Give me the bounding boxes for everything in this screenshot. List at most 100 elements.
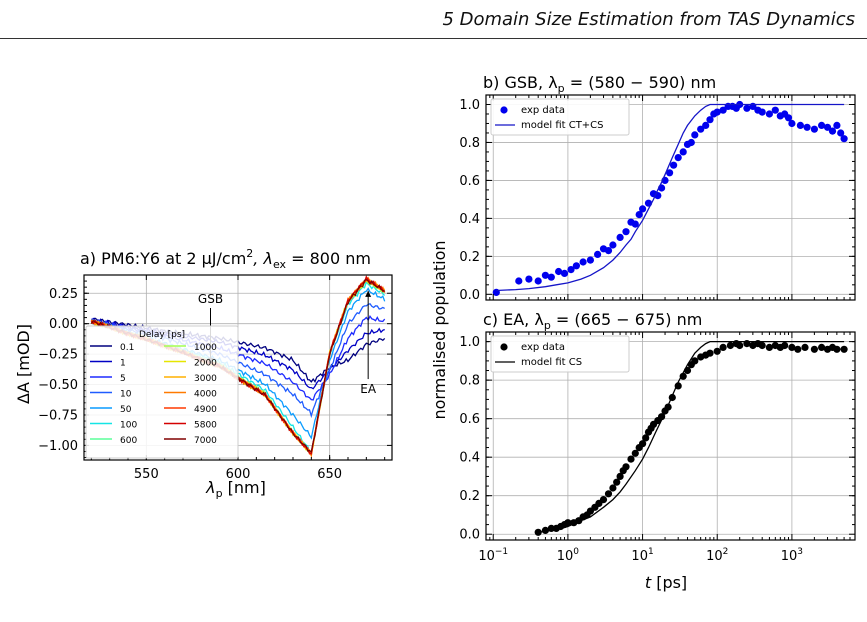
legend-label: exp data bbox=[521, 342, 565, 353]
y-tick-label: 0.2 bbox=[459, 489, 480, 504]
y-tick-label: 0.6 bbox=[459, 174, 480, 189]
x-tick-label: 101 bbox=[631, 547, 653, 564]
annotation-ea: EA bbox=[360, 382, 377, 396]
y-tick-label: 1.0 bbox=[459, 98, 480, 113]
data-point bbox=[579, 258, 587, 266]
y-tick-label: 1.0 bbox=[459, 335, 480, 350]
data-point bbox=[572, 262, 581, 270]
data-point bbox=[525, 275, 533, 283]
data-point bbox=[609, 484, 617, 492]
legend-label: 5 bbox=[120, 374, 126, 384]
data-point bbox=[818, 121, 826, 129]
data-point bbox=[758, 108, 766, 116]
data-point bbox=[616, 472, 624, 480]
data-point bbox=[567, 266, 575, 274]
legend-label: 1 bbox=[120, 359, 126, 369]
y-tick-label: −1.00 bbox=[38, 439, 78, 454]
data-point bbox=[635, 211, 643, 219]
y-tick-label: 0.4 bbox=[459, 451, 480, 466]
legend-label: 600 bbox=[120, 436, 137, 446]
footer-fragment bbox=[0, 604, 867, 622]
panel-a-legend: Delay [ps] 0.1 1 5 10 50 100 600 1000 2000 3000 400… bbox=[85, 325, 239, 459]
panel-b-grid bbox=[486, 95, 855, 300]
x-tick-label: 100 bbox=[557, 547, 580, 564]
legend-label: 4000 bbox=[194, 390, 217, 400]
legend-label: 3000 bbox=[194, 374, 217, 384]
legend-label: 7000 bbox=[194, 436, 217, 446]
data-point bbox=[622, 228, 630, 236]
legend-label: model fit CS bbox=[521, 357, 582, 368]
arrow-head bbox=[365, 290, 372, 297]
data-point bbox=[670, 161, 678, 169]
y-tick-label: 0.8 bbox=[459, 374, 480, 389]
data-point bbox=[679, 148, 687, 156]
data-point bbox=[697, 125, 705, 133]
panel-a-annotations: GSB EA bbox=[198, 290, 377, 396]
data-point bbox=[784, 114, 793, 122]
data-point bbox=[515, 277, 523, 285]
page-header: 5 Domain Size Estimation from TAS Dynami… bbox=[0, 0, 867, 40]
y-tick-label: 0.6 bbox=[459, 412, 480, 427]
legend-label: 10 bbox=[120, 390, 132, 400]
y-tick-label: 0.4 bbox=[459, 212, 480, 227]
data-point bbox=[639, 440, 647, 448]
y-tick-label: 0.8 bbox=[459, 136, 480, 151]
data-point bbox=[810, 345, 819, 353]
page-header-text: 5 Domain Size Estimation from TAS Dynami… bbox=[442, 9, 855, 30]
panel-b-series bbox=[492, 100, 848, 296]
data-point bbox=[631, 449, 639, 457]
legend-label: 2000 bbox=[194, 359, 217, 369]
legend-label: exp data bbox=[521, 105, 565, 116]
legend-box bbox=[85, 325, 239, 459]
data-point bbox=[726, 341, 735, 350]
legend-label: model fit CT+CS bbox=[521, 120, 604, 131]
data-point bbox=[840, 135, 848, 143]
data-point bbox=[818, 343, 826, 351]
data-point bbox=[743, 104, 751, 112]
legend-marker bbox=[500, 343, 508, 351]
data-point bbox=[765, 343, 774, 351]
panel-b-title: b) GSB, λp = (580 − 590) nm bbox=[483, 73, 716, 95]
legend-title: Delay [ps] bbox=[139, 330, 185, 340]
data-point bbox=[604, 490, 613, 498]
data-point bbox=[609, 241, 617, 249]
y-tick-label: 0.25 bbox=[49, 287, 78, 302]
legend-label: 100 bbox=[120, 421, 137, 431]
panel-c-series bbox=[534, 340, 848, 536]
data-point bbox=[691, 131, 699, 139]
y-tick-label: 0.0 bbox=[459, 288, 480, 303]
data-point bbox=[555, 267, 563, 276]
y-tick-label: 0.0 bbox=[459, 528, 480, 543]
data-point bbox=[639, 205, 647, 213]
panel-c: c) EA, λp = (665 − 675) nm 10−1 100 101 102… bbox=[459, 310, 856, 592]
data-point bbox=[631, 220, 639, 228]
data-point bbox=[794, 345, 802, 353]
panel-a-title: a) PM6:Y6 at 2 µJ/cm2, λex = 800 nm bbox=[80, 247, 371, 271]
panel-c-xlabel: t [ps] bbox=[645, 573, 687, 592]
figure-svg: a) PM6:Y6 at 2 µJ/cm2, λex = 800 nm GSB E… bbox=[14, 73, 856, 592]
data-point bbox=[719, 106, 727, 114]
data-point bbox=[765, 110, 774, 118]
data-point bbox=[828, 127, 837, 135]
x-tick-label: 600 bbox=[226, 467, 251, 482]
data-point bbox=[706, 116, 714, 124]
data-point bbox=[691, 357, 699, 365]
header-rule bbox=[0, 38, 867, 39]
data-point bbox=[627, 455, 635, 463]
annotation-gsb: GSB bbox=[198, 292, 223, 306]
data-point bbox=[803, 123, 811, 131]
data-point bbox=[706, 349, 714, 357]
data-point bbox=[771, 106, 779, 114]
panel-a: a) PM6:Y6 at 2 µJ/cm2, λex = 800 nm GSB E… bbox=[14, 247, 393, 500]
y-tick-label: −0.75 bbox=[38, 408, 78, 423]
data-point bbox=[622, 463, 630, 471]
panel-a-ylabel: ΔA [mOD] bbox=[14, 324, 33, 404]
data-point bbox=[534, 277, 542, 285]
data-point bbox=[613, 478, 621, 486]
data-point bbox=[594, 250, 602, 258]
data-point bbox=[702, 121, 710, 129]
legend-box bbox=[490, 335, 630, 373]
panel-c-ticks: 10−1 100 101 102 103 0.0 0.2 0.4 0.6 0.8 1.0 bbox=[459, 332, 856, 564]
x-tick-label: 550 bbox=[134, 467, 159, 482]
